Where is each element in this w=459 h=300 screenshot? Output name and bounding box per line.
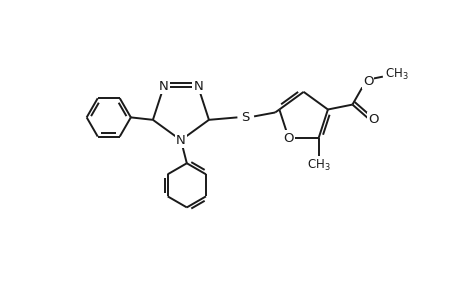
Text: CH$_3$: CH$_3$ xyxy=(306,158,330,172)
Text: O: O xyxy=(283,131,293,145)
Text: S: S xyxy=(241,111,249,124)
Text: O: O xyxy=(367,113,377,126)
Text: N: N xyxy=(193,80,203,93)
Text: O: O xyxy=(362,75,373,88)
Text: CH$_3$: CH$_3$ xyxy=(384,67,408,82)
Text: N: N xyxy=(176,134,185,147)
Text: N: N xyxy=(158,80,168,93)
